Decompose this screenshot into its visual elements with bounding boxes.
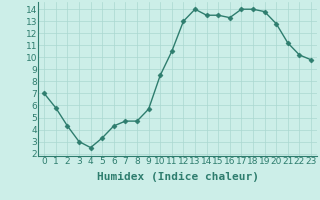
X-axis label: Humidex (Indice chaleur): Humidex (Indice chaleur) [97, 172, 259, 182]
